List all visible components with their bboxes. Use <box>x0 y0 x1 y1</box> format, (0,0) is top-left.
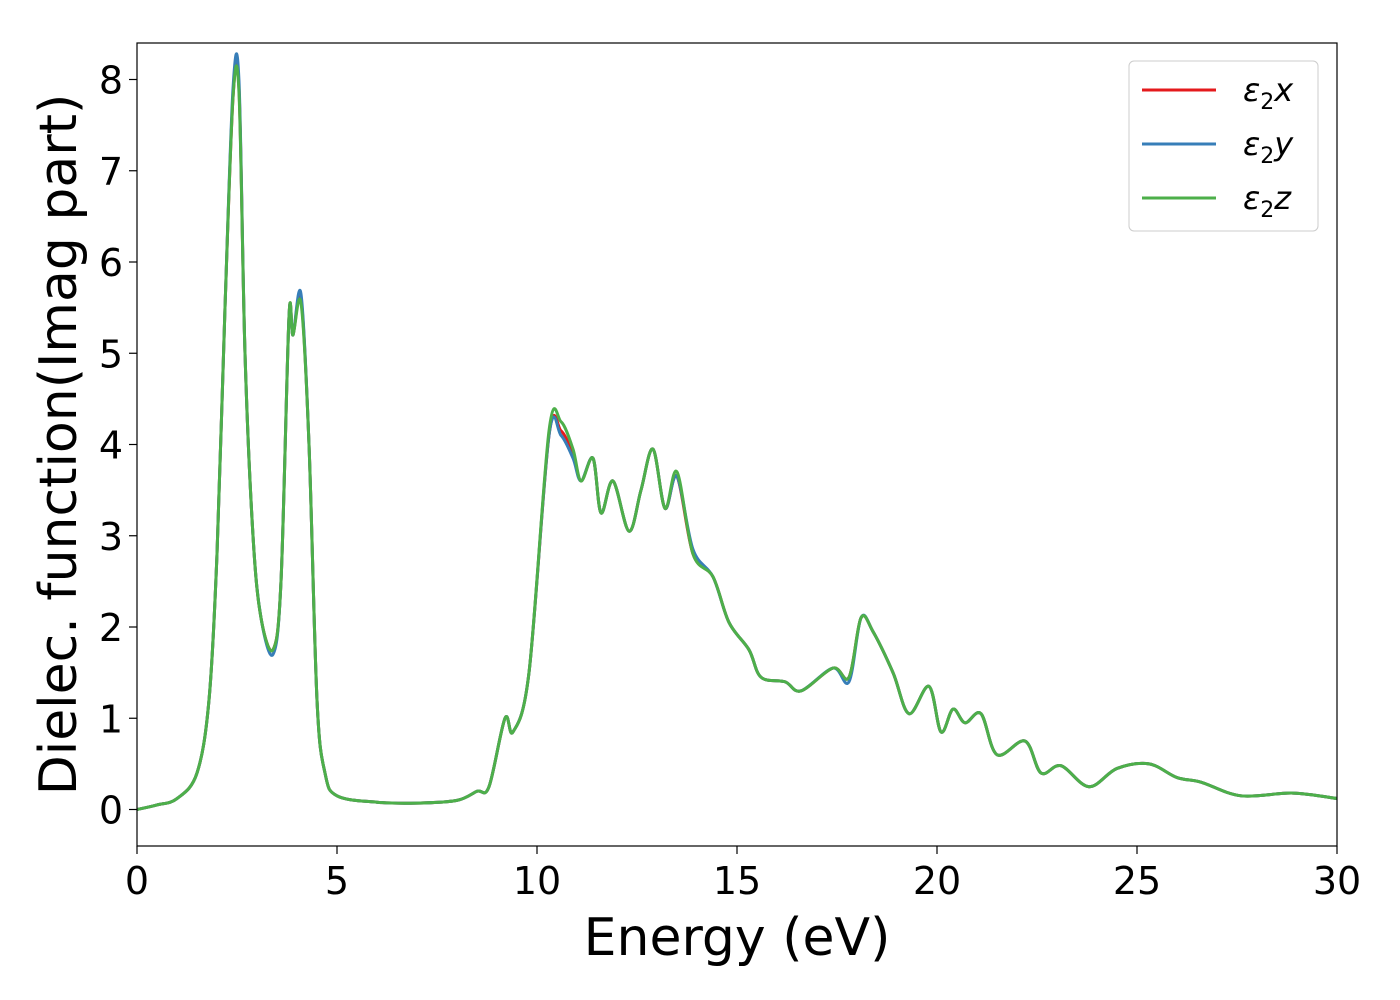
y-axis: 0 1 2 3 4 5 6 7 8 <box>99 59 137 833</box>
y-tick-label: 7 <box>99 150 123 194</box>
y-tick-label: 0 <box>99 789 123 833</box>
legend-label-y: ε2y <box>1243 125 1294 169</box>
y-tick-label: 6 <box>99 241 123 285</box>
y-tick-label: 8 <box>99 59 123 103</box>
legend: ε2x ε2y ε2z <box>1128 60 1319 232</box>
x-tick-label: 25 <box>1113 859 1161 903</box>
y-tick-label: 3 <box>99 515 123 559</box>
x-tick-label: 30 <box>1313 859 1361 903</box>
x-tick-label: 5 <box>325 859 349 903</box>
series-line-z <box>137 64 1337 811</box>
y-tick-label: 5 <box>99 332 123 376</box>
x-tick-label: 10 <box>513 859 561 903</box>
x-tick-label: 0 <box>125 859 149 903</box>
legend-label-z: ε2z <box>1243 179 1292 223</box>
legend-box <box>1128 60 1319 232</box>
y-tick-label: 4 <box>99 424 123 468</box>
y-axis-label: Dielec. function(Imag part) <box>29 94 89 796</box>
y-tick-label: 1 <box>99 697 123 741</box>
x-tick-label: 20 <box>913 859 961 903</box>
x-tick-label: 15 <box>713 859 761 903</box>
x-axis-label: Energy (eV) <box>584 908 891 968</box>
legend-label-x: ε2x <box>1243 71 1294 115</box>
y-tick-label: 2 <box>99 606 123 650</box>
x-axis: 0 5 10 15 20 25 30 <box>125 846 1361 903</box>
series-layer <box>137 52 1337 811</box>
